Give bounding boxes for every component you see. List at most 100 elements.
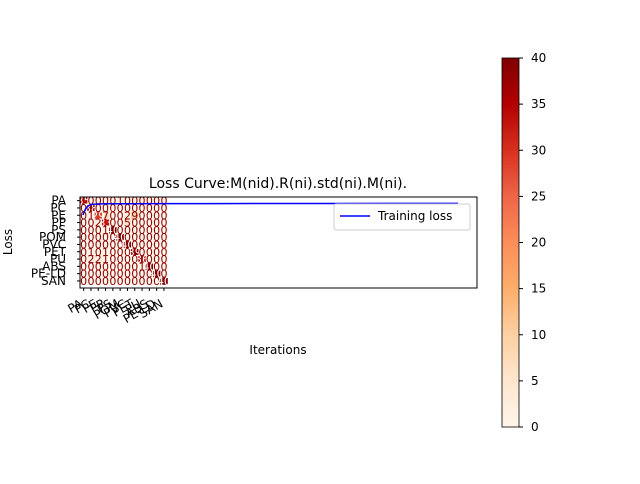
heatmap-cell-label: 0 <box>87 275 94 288</box>
heatmap-cell <box>160 248 168 256</box>
heatmap-cell <box>131 277 139 285</box>
heatmap-cell <box>109 262 117 271</box>
heatmap-cell <box>116 233 124 241</box>
heatmap-cell <box>80 197 88 205</box>
heatmap-cell <box>131 197 139 205</box>
heatmap-cell <box>101 204 110 212</box>
heatmap-cell-label: 0 <box>139 268 146 281</box>
heatmap-cell-label: 0 <box>146 202 153 215</box>
row-tick-label: PE-LD <box>31 267 66 281</box>
row-tick-label: PA <box>51 194 66 208</box>
heatmap-cell-label: 0 <box>139 238 146 251</box>
heatmap-cell-label: 0 <box>160 217 167 230</box>
heatmap-cell <box>160 233 168 241</box>
heatmap-cell-label: 0 <box>146 231 153 244</box>
heatmap-cell-label: 0 <box>131 253 138 266</box>
heatmap-cell <box>138 255 146 263</box>
heatmap-cell <box>153 277 161 285</box>
heatmap-cell <box>123 277 132 285</box>
colorbar-tick-label: 40 <box>531 51 546 65</box>
heatmap-cell <box>94 218 103 227</box>
heatmap-cell <box>131 233 139 241</box>
heatmap-cell <box>160 204 168 212</box>
heatmap-cell-label: 0 <box>102 268 109 281</box>
heatmap-cell <box>160 255 168 263</box>
heatmap-cell-label: 0 <box>139 217 146 230</box>
heatmap-cell-label: 0 <box>131 224 138 237</box>
heatmap-cell-label: 0 <box>153 217 160 230</box>
heatmap-cell <box>153 262 161 271</box>
heatmap-cell <box>94 240 103 249</box>
heatmap-cell-label: 0 <box>131 238 138 251</box>
heatmap-cell-label: 0 <box>80 224 87 237</box>
heatmap-cell <box>109 233 117 241</box>
heatmap-cell <box>94 277 103 285</box>
heatmap-cell-label: 0 <box>131 217 138 230</box>
heatmap-cell-label: 36 <box>135 253 149 266</box>
heatmap-cell-label: 0 <box>109 268 116 281</box>
heatmap-cell-label: 0 <box>80 209 87 222</box>
heatmap-cell <box>138 248 146 256</box>
heatmap-cell <box>145 211 154 220</box>
heatmap-cell-label: 40 <box>150 268 164 281</box>
heatmap-cell-label: 0 <box>117 209 124 222</box>
heatmap-cell-label: 1 <box>102 224 109 237</box>
heatmap-cell <box>123 204 132 212</box>
heatmap-cell <box>101 226 110 234</box>
colorbar-tick-label: 35 <box>531 97 546 111</box>
heatmap-cell-label: 1 <box>117 195 124 208</box>
heatmap-cell <box>138 226 146 234</box>
heatmap-cell-label: 0 <box>139 202 146 215</box>
heatmap-cell-label: 0 <box>102 260 109 273</box>
heatmap-cell-label: 0 <box>80 268 87 281</box>
heatmap-cell <box>80 211 88 220</box>
heatmap-cell <box>116 240 124 249</box>
heatmap-cell <box>101 197 110 205</box>
heatmap-cell <box>160 277 168 285</box>
heatmap-cell <box>145 233 154 241</box>
heatmap-cell <box>109 197 117 205</box>
colorbar-tick-label: 0 <box>531 420 539 434</box>
heatmap-cell-label: 0 <box>87 231 94 244</box>
colorbar <box>501 57 520 428</box>
heatmap-cell-label: 0 <box>146 217 153 230</box>
heatmap-cell <box>116 218 124 227</box>
heatmap-cell-label: 0 <box>139 231 146 244</box>
heatmap-cell <box>153 255 161 263</box>
heatmap-cell-label: 0 <box>80 246 87 259</box>
x-axis-label: Iterations <box>249 343 306 357</box>
heatmap-cell-label: 0 <box>95 260 102 273</box>
legend-box <box>333 203 471 231</box>
heatmap-cell <box>153 240 161 249</box>
heatmap-cell <box>109 270 117 278</box>
heatmap-cell <box>153 204 161 212</box>
heatmap-cell <box>138 262 146 271</box>
heatmap-cell <box>101 233 110 241</box>
heatmap-cell <box>138 204 146 212</box>
heatmap-cell-label: 1 <box>87 209 94 222</box>
heatmap-cell-label: 0 <box>95 275 102 288</box>
heatmap-cell <box>80 255 88 263</box>
heatmap-cell-label: 2 <box>95 217 102 230</box>
column-tick-label: PS <box>94 296 114 316</box>
row-tick-label: PC <box>50 201 66 215</box>
heatmap-cell-label: 1 <box>102 246 109 259</box>
heatmap-cell-label: 40 <box>120 238 134 251</box>
colorbar-tick-label: 25 <box>531 189 546 203</box>
heatmap-cell-label: 0 <box>102 202 109 215</box>
heatmap-cell-label: 0 <box>95 246 102 259</box>
heatmap-cell <box>87 270 95 278</box>
heatmap-cell <box>94 226 103 234</box>
heatmap-cell-label: 0 <box>153 246 160 259</box>
heatmap-cell-label: 0 <box>117 238 124 251</box>
loss-line-layer <box>82 202 458 216</box>
heatmap-cell <box>153 270 161 278</box>
heatmap-cell-label: 0 <box>124 224 131 237</box>
heatmap-cell <box>160 218 168 227</box>
heatmap-cell <box>80 240 88 249</box>
heatmap-cell-label: 0 <box>87 195 94 208</box>
heatmap-cell <box>80 270 88 278</box>
